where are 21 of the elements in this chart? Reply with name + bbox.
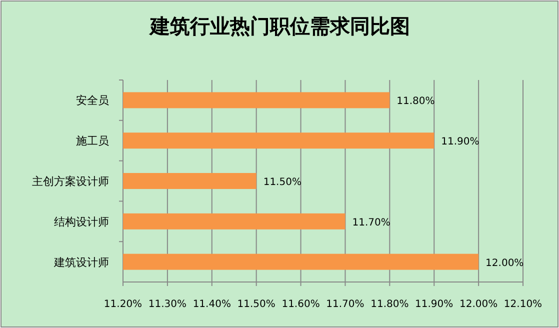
x-tick-label: 11.70%	[326, 299, 364, 310]
chart-title: 建筑行业热门职位需求同比图	[148, 14, 410, 38]
y-tick-label: 结构设计师	[54, 215, 109, 228]
data-label: 11.90%	[441, 136, 480, 148]
x-tick-label: 11.80%	[370, 299, 409, 310]
y-tick-label: 安全员	[76, 94, 109, 108]
x-tick-label: 11.30%	[148, 299, 187, 310]
data-label: 11.70%	[352, 217, 390, 228]
data-label: 11.50%	[263, 177, 302, 188]
x-tick-label: 12.00%	[459, 299, 498, 310]
x-tick-label: 12.10%	[504, 299, 542, 310]
data-label: 12.00%	[486, 258, 524, 269]
x-tick-label: 11.60%	[282, 299, 320, 310]
x-tick-label: 11.40%	[192, 299, 231, 310]
x-tick-label: 11.50%	[237, 299, 276, 310]
y-tick-label: 主创方案设计师	[32, 175, 109, 188]
x-tick-label: 11.90%	[415, 299, 454, 310]
y-tick-label: 建筑设计师	[53, 256, 109, 269]
data-label: 11.80%	[396, 96, 435, 108]
x-tick-label: 11.20%	[104, 299, 142, 310]
y-tick-label: 施工员	[76, 134, 109, 148]
